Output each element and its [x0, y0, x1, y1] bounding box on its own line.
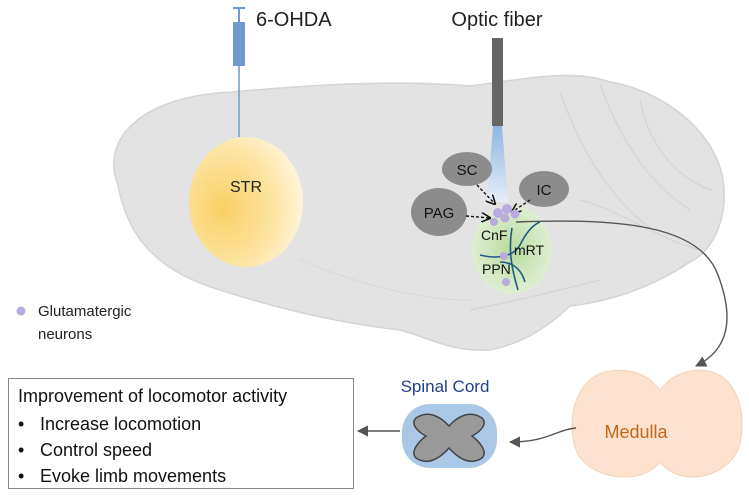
outcome-item: Evoke limb movements	[18, 463, 343, 489]
pag-label: PAG	[424, 205, 455, 222]
ic-label: IC	[537, 182, 552, 199]
medulla-to-spinal-arrow	[510, 428, 576, 442]
spinal-cord-label: Spinal Cord	[401, 377, 490, 396]
glutamatergic-legend-dot	[17, 307, 26, 316]
outcome-item: Control speed	[18, 437, 343, 463]
injection-label: 6-OHDA	[256, 9, 332, 31]
outcome-item: Increase locomotion	[18, 411, 343, 437]
str-label: STR	[230, 179, 262, 196]
str-region	[189, 137, 303, 267]
cnf-label: CnF	[481, 227, 507, 243]
optic-fiber-icon	[492, 38, 503, 126]
outcome-title: Improvement of locomotor activity	[18, 385, 343, 407]
mrt-label: mRT	[514, 242, 545, 258]
outcome-box: Improvement of locomotor activity Increa…	[8, 378, 354, 489]
outcome-list: Increase locomotion Control speed Evoke …	[18, 411, 343, 489]
optic-fiber-label: Optic fiber	[451, 9, 542, 31]
sc-label: SC	[457, 162, 478, 179]
ppn-label: PPN	[482, 261, 511, 277]
medulla-label: Medulla	[604, 422, 668, 442]
legend-label-line1: Glutamatergic	[38, 303, 132, 320]
legend-label-line2: neurons	[38, 326, 92, 343]
